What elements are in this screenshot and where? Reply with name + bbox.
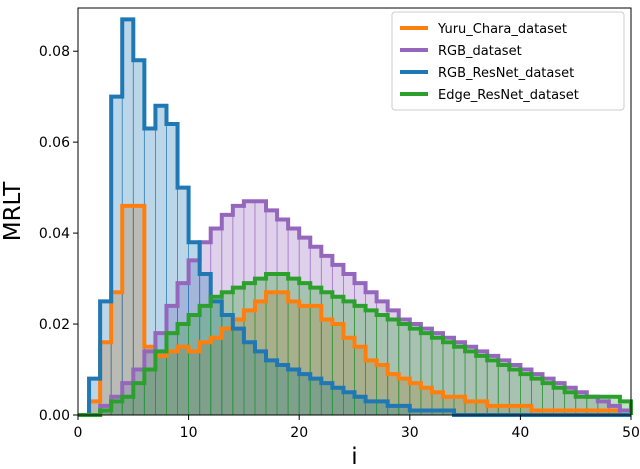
x-tick-label-0: 0	[74, 425, 83, 441]
plot-frame	[77, 7, 632, 416]
bar-edge-resnet-dataset-9	[177, 323, 189, 416]
bar-edge-resnet-dataset-33	[442, 341, 455, 416]
legend: Yuru_Chara_dataset RGB_dataset RGB_ResNet_…	[391, 11, 625, 111]
bar-edge-resnet-dataset-29	[398, 323, 411, 416]
bar-edge-resnet-dataset-10	[188, 314, 201, 416]
y-tick-label-1: 0.02	[39, 317, 70, 333]
y-tick-label-4: 0.08	[39, 44, 70, 60]
legend-label-rgb-resnet-dataset: RGB_ResNet_dataset	[438, 66, 574, 81]
x-tick-label-30: 30	[401, 425, 419, 441]
legend-label-rgb-dataset: RGB_dataset	[438, 44, 522, 59]
bar-edge-resnet-dataset-35	[464, 350, 477, 416]
bar-edge-resnet-dataset-14	[232, 287, 245, 416]
x-tick-label-40: 40	[511, 425, 529, 441]
x-axis-title: i	[351, 444, 357, 469]
x-tick-label-20: 20	[290, 425, 308, 441]
y-tick-label-0: 0.00	[39, 408, 70, 424]
y-axis-title: MRLT	[0, 181, 26, 241]
x-axis: 0 10 20 30 40 50	[74, 415, 640, 441]
bar-edge-resnet-dataset-11	[199, 305, 212, 416]
y-tick-label-3: 0.06	[39, 135, 70, 151]
y-tick-label-2: 0.04	[39, 226, 70, 242]
bar-edge-resnet-dataset-30	[409, 328, 422, 416]
step-outline-edge-resnet-dataset	[78, 272, 633, 417]
bar-edge-resnet-dataset-23	[331, 296, 344, 416]
x-tick-label-10: 10	[180, 425, 198, 441]
legend-label-yuru-chara-dataset: Yuru_Chara_dataset	[437, 22, 567, 37]
bar-edge-resnet-dataset-32	[431, 337, 444, 416]
bar-edge-resnet-dataset-34	[453, 346, 466, 416]
x-tick-label-50: 50	[622, 425, 640, 441]
bar-edge-resnet-dataset-31	[420, 332, 433, 416]
y-axis: 0.00 0.02 0.04 0.06 0.08	[39, 44, 78, 424]
legend-box	[391, 11, 625, 111]
legend-label-edge-resnet-dataset: Edge_ResNet_dataset	[438, 88, 579, 103]
step-outline-yuru-chara-dataset	[78, 203, 631, 417]
bar-edge-resnet-dataset-39	[508, 369, 521, 416]
